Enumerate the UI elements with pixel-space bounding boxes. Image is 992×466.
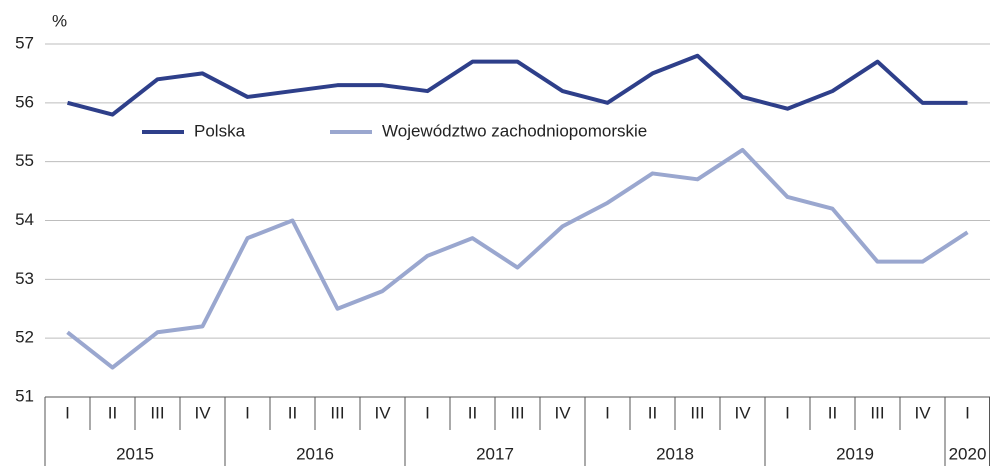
year-label: 2015	[116, 444, 154, 463]
x-tick-label: III	[330, 403, 344, 422]
year-label: 2019	[836, 444, 874, 463]
x-tick-label: IV	[914, 403, 931, 422]
x-tick-label: III	[150, 403, 164, 422]
x-tick-label: II	[288, 403, 297, 422]
x-tick-label: IV	[194, 403, 211, 422]
y-tick-label: 51	[15, 386, 34, 405]
x-tick-label: II	[828, 403, 837, 422]
y-tick-label: 55	[15, 151, 34, 170]
x-tick-label: I	[245, 403, 250, 422]
y-tick-label: 56	[15, 92, 34, 111]
series-line	[66, 147, 969, 370]
x-tick-label: IV	[554, 403, 571, 422]
x-tick-label: II	[648, 403, 657, 422]
year-label: 2017	[476, 444, 514, 463]
y-tick-label: 57	[15, 33, 34, 52]
series-line	[66, 53, 968, 117]
year-label: 2020	[949, 444, 987, 463]
legend-label: Polska	[194, 121, 246, 140]
x-tick-label: III	[510, 403, 524, 422]
y-tick-label: 53	[15, 269, 34, 288]
y-tick-label: 52	[15, 328, 34, 347]
x-tick-label: I	[965, 403, 970, 422]
year-label: 2016	[296, 444, 334, 463]
x-tick-label: IV	[374, 403, 391, 422]
x-tick-label: II	[468, 403, 477, 422]
x-tick-label: III	[690, 403, 704, 422]
year-label: 2018	[656, 444, 694, 463]
y-tick-label: 54	[15, 210, 34, 229]
y-axis-label: %	[52, 11, 67, 30]
x-tick-label: I	[605, 403, 610, 422]
x-tick-label: I	[785, 403, 790, 422]
legend-label: Województwo zachodniopomorskie	[382, 121, 647, 140]
x-tick-label: I	[425, 403, 430, 422]
x-tick-label: I	[65, 403, 70, 422]
x-tick-label: III	[870, 403, 884, 422]
x-tick-label: IV	[734, 403, 751, 422]
x-tick-label: II	[108, 403, 117, 422]
